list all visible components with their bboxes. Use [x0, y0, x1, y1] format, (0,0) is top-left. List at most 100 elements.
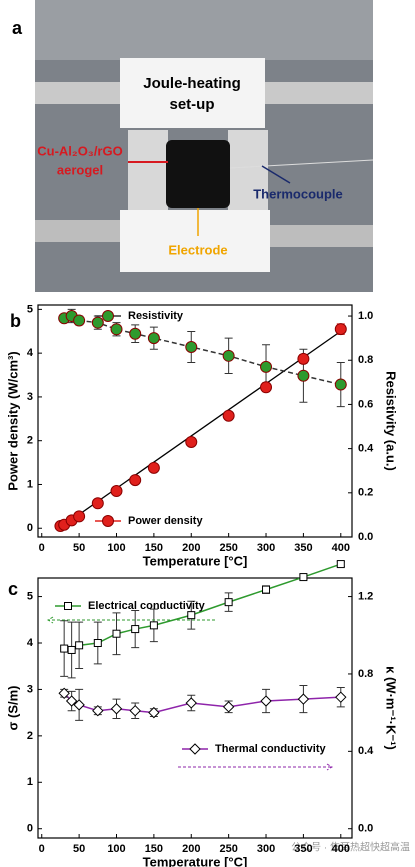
- x-tick-label: 100: [107, 542, 125, 554]
- series-line: [63, 315, 341, 386]
- legend-arrow: [178, 763, 333, 771]
- y2-tick-label: 0.4: [358, 443, 374, 455]
- y2-tick-label: 0.6: [358, 398, 373, 410]
- marker: [67, 645, 76, 654]
- x-tick-label: 350: [294, 843, 312, 855]
- arrow: [261, 165, 291, 184]
- x-tick-label: 250: [219, 843, 237, 855]
- marker: [149, 621, 158, 630]
- marker: [91, 316, 104, 329]
- marker: [260, 360, 273, 373]
- y2-axis-label: Resistivity (a.u.): [384, 371, 399, 471]
- marker: [299, 573, 308, 582]
- legend-label: Resistivity: [128, 310, 184, 322]
- y2-tick-label: 0.8: [358, 354, 373, 366]
- x-tick-label: 400: [332, 542, 350, 554]
- legend-label: Electrical conductivity: [88, 600, 206, 612]
- y2-tick-label: 1.0: [358, 310, 373, 322]
- sample-label: aerogel: [57, 162, 103, 177]
- marker: [92, 705, 104, 717]
- y-tick-label: 3: [27, 683, 33, 695]
- plot-frame: [37, 304, 353, 538]
- y-tick-label: 4: [27, 637, 34, 649]
- y-tick-label: 2: [27, 435, 33, 447]
- bolt: [35, 82, 130, 104]
- y2-axis-label: κ (W·m⁻¹·K⁻¹): [384, 666, 399, 750]
- marker: [73, 314, 86, 327]
- y2-tick-label: 0.0: [358, 531, 373, 543]
- y-tick-label: 4: [27, 347, 34, 359]
- marker: [65, 695, 78, 707]
- marker: [297, 352, 310, 365]
- setup-label: Joule-heating: [143, 75, 241, 92]
- panel-label: b: [10, 311, 21, 331]
- x-tick-label: 150: [145, 843, 163, 855]
- marker: [110, 485, 123, 498]
- plot-frame: [37, 577, 353, 839]
- x-tick-label: 400: [332, 843, 350, 855]
- thermocouple-label: Thermocouple: [253, 186, 343, 201]
- x-tick-label: 300: [257, 542, 275, 554]
- panel-label: c: [8, 579, 18, 599]
- x-tick-label: 50: [73, 843, 85, 855]
- marker: [222, 349, 235, 362]
- marker: [222, 409, 235, 422]
- clamp: [128, 130, 168, 215]
- marker: [102, 310, 114, 322]
- y-axis-label: Power density (W/cm³): [5, 351, 20, 490]
- y2-tick-label: 0.8: [358, 668, 373, 680]
- y-tick-label: 1: [27, 776, 33, 788]
- y-tick-label: 0: [27, 522, 33, 534]
- photo-shade: [35, 0, 373, 60]
- x-tick-label: 0: [39, 542, 45, 554]
- x-tick-label: 350: [294, 542, 312, 554]
- legend-label: Power density: [128, 515, 203, 527]
- marker: [129, 327, 142, 340]
- aerogel-sample: [166, 140, 230, 208]
- bolt: [35, 220, 130, 242]
- legend-label: Thermal conductivity: [215, 743, 327, 755]
- marker: [334, 323, 347, 336]
- marker: [58, 687, 70, 700]
- marker: [93, 639, 102, 647]
- marker: [64, 602, 72, 610]
- marker: [334, 378, 347, 391]
- x-tick-label: 50: [73, 542, 85, 554]
- y2-tick-label: 1.2: [358, 590, 373, 602]
- x-axis-label: Temperature [°C]: [143, 854, 248, 867]
- electrode-box: [120, 210, 270, 272]
- marker: [297, 693, 310, 705]
- y2-tick-label: 0.2: [358, 487, 373, 499]
- marker: [112, 629, 121, 638]
- marker: [185, 436, 198, 449]
- marker: [73, 699, 85, 711]
- y-tick-label: 2: [27, 730, 33, 742]
- bolt: [270, 225, 373, 247]
- thermocouple-wire: [229, 159, 374, 169]
- y-tick-label: 5: [27, 303, 33, 315]
- marker: [189, 743, 201, 755]
- marker: [262, 585, 271, 594]
- marker: [75, 641, 84, 650]
- marker: [129, 474, 142, 487]
- marker: [336, 560, 345, 569]
- fit-line: [57, 330, 342, 530]
- marker: [297, 369, 310, 382]
- marker: [91, 497, 104, 510]
- marker: [260, 381, 273, 394]
- watermark: 公众号 · 焦耳热超快超高温: [291, 841, 410, 854]
- marker: [260, 695, 272, 707]
- y-tick-label: 5: [27, 590, 33, 602]
- y-tick-label: 1: [27, 478, 33, 490]
- marker: [147, 461, 160, 474]
- y2-tick-label: 0.4: [358, 745, 374, 757]
- series-line: [63, 692, 341, 714]
- label-box: [120, 58, 265, 128]
- sample-label: Cu-Al₂O₃/rGO: [37, 143, 122, 158]
- marker: [129, 705, 141, 717]
- y-tick-label: 0: [27, 823, 33, 835]
- x-tick-label: 150: [145, 542, 163, 554]
- x-tick-label: 200: [182, 843, 200, 855]
- marker: [185, 697, 197, 709]
